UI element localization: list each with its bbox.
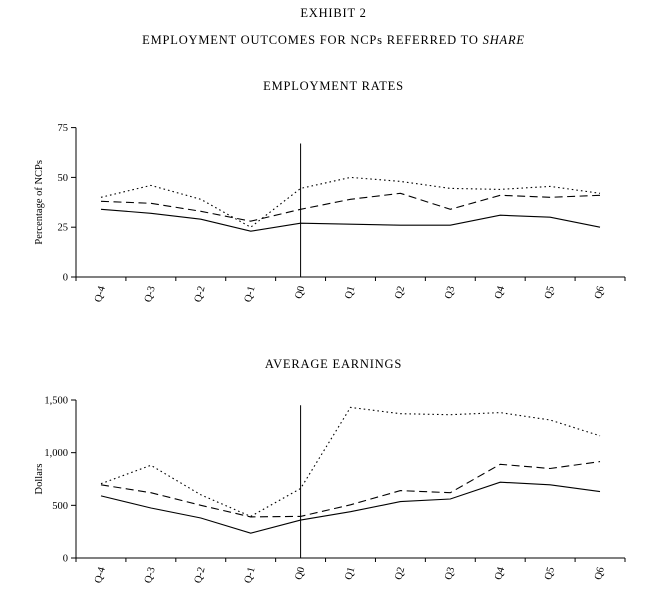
average-earnings-chart-title: AVERAGE EARNINGS: [264, 357, 403, 371]
average-earnings-chart: 0 500 1,000 1,500 Q-4 Q-3 Q-2 Q-1 Q0 Q1 Q2 Q3 Q4 Q5 Q6…: [0, 388, 667, 603]
y-axis-title: Dollars: [34, 464, 45, 495]
chart-canvas: 0 500 1,000 1,500 Q-4 Q-3 Q-2 Q-1 Q0 Q1 Q2 Q3 Q4 Q5 Q6…: [34, 396, 626, 585]
x-tick-label: Q-2: [193, 566, 208, 585]
series-line-dotted: [100, 406, 601, 518]
series-line-dotted: [100, 176, 601, 228]
x-tick-label: Q-4: [93, 284, 108, 303]
page-title: EXHIBIT 2: [300, 6, 367, 20]
page-subtitle-text: EMPLOYMENT OUTCOMES FOR NCPs REFERRED TO: [142, 33, 483, 47]
employment-rates-chart: 0 25 50 75 Q-4 Q-3 Q-2 Q-1 Q0 Q1 Q2 Q3 Q4 Q5 Q6 Percent…: [0, 120, 667, 322]
x-tick-label: Q1: [343, 285, 357, 300]
x-tick-label: Q3: [443, 566, 457, 581]
x-tick-label: Q6: [593, 566, 607, 581]
x-tick-label: Q5: [543, 285, 557, 300]
x-tick-label: Q4: [493, 565, 507, 581]
y-tick-label: 50: [58, 173, 69, 184]
x-tick-label: Q-3: [143, 566, 158, 585]
y-axis-title: Percentage of NCPs: [34, 160, 45, 245]
x-tick-label: Q-1: [243, 566, 258, 585]
employment-rates-chart-title: EMPLOYMENT RATES: [263, 79, 404, 93]
x-tick-label: Q1: [343, 566, 357, 581]
series-line-dashed: [100, 192, 601, 222]
x-tick-label: Q-1: [243, 285, 258, 304]
y-tick-label: 25: [58, 223, 69, 234]
chart-canvas: 0 25 50 75 Q-4 Q-3 Q-2 Q-1 Q0 Q1 Q2 Q3 Q4 Q5 Q6 Percent…: [34, 123, 626, 304]
y-tick-label: 1,000: [44, 448, 68, 459]
x-tick-label: Q4: [493, 284, 507, 300]
y-tick-label: 0: [63, 273, 68, 284]
x-tick-label: Q2: [393, 285, 407, 300]
series-line-solid: [100, 208, 601, 232]
page-subtitle-italic: SHARE: [482, 33, 525, 47]
x-tick-label: Q2: [393, 566, 407, 581]
series-line-solid: [100, 481, 601, 534]
y-tick-label: 75: [58, 123, 69, 134]
x-tick-label: Q-4: [93, 565, 108, 584]
x-tick-label: Q-2: [193, 285, 208, 304]
y-tick-label: 0: [63, 554, 68, 565]
x-tick-label: Q-3: [143, 285, 158, 304]
x-tick-label: Q3: [443, 285, 457, 300]
x-tick-label: Q6: [593, 285, 607, 300]
y-tick-label: 1,500: [44, 396, 68, 407]
series-line-dashed: [100, 461, 601, 518]
x-tick-label: Q0: [294, 285, 308, 300]
x-tick-label: Q5: [543, 566, 557, 581]
y-tick-label: 500: [52, 501, 68, 512]
x-tick-label: Q0: [294, 566, 308, 581]
page-subtitle: EMPLOYMENT OUTCOMES FOR NCPs REFERRED TO…: [0, 33, 667, 48]
